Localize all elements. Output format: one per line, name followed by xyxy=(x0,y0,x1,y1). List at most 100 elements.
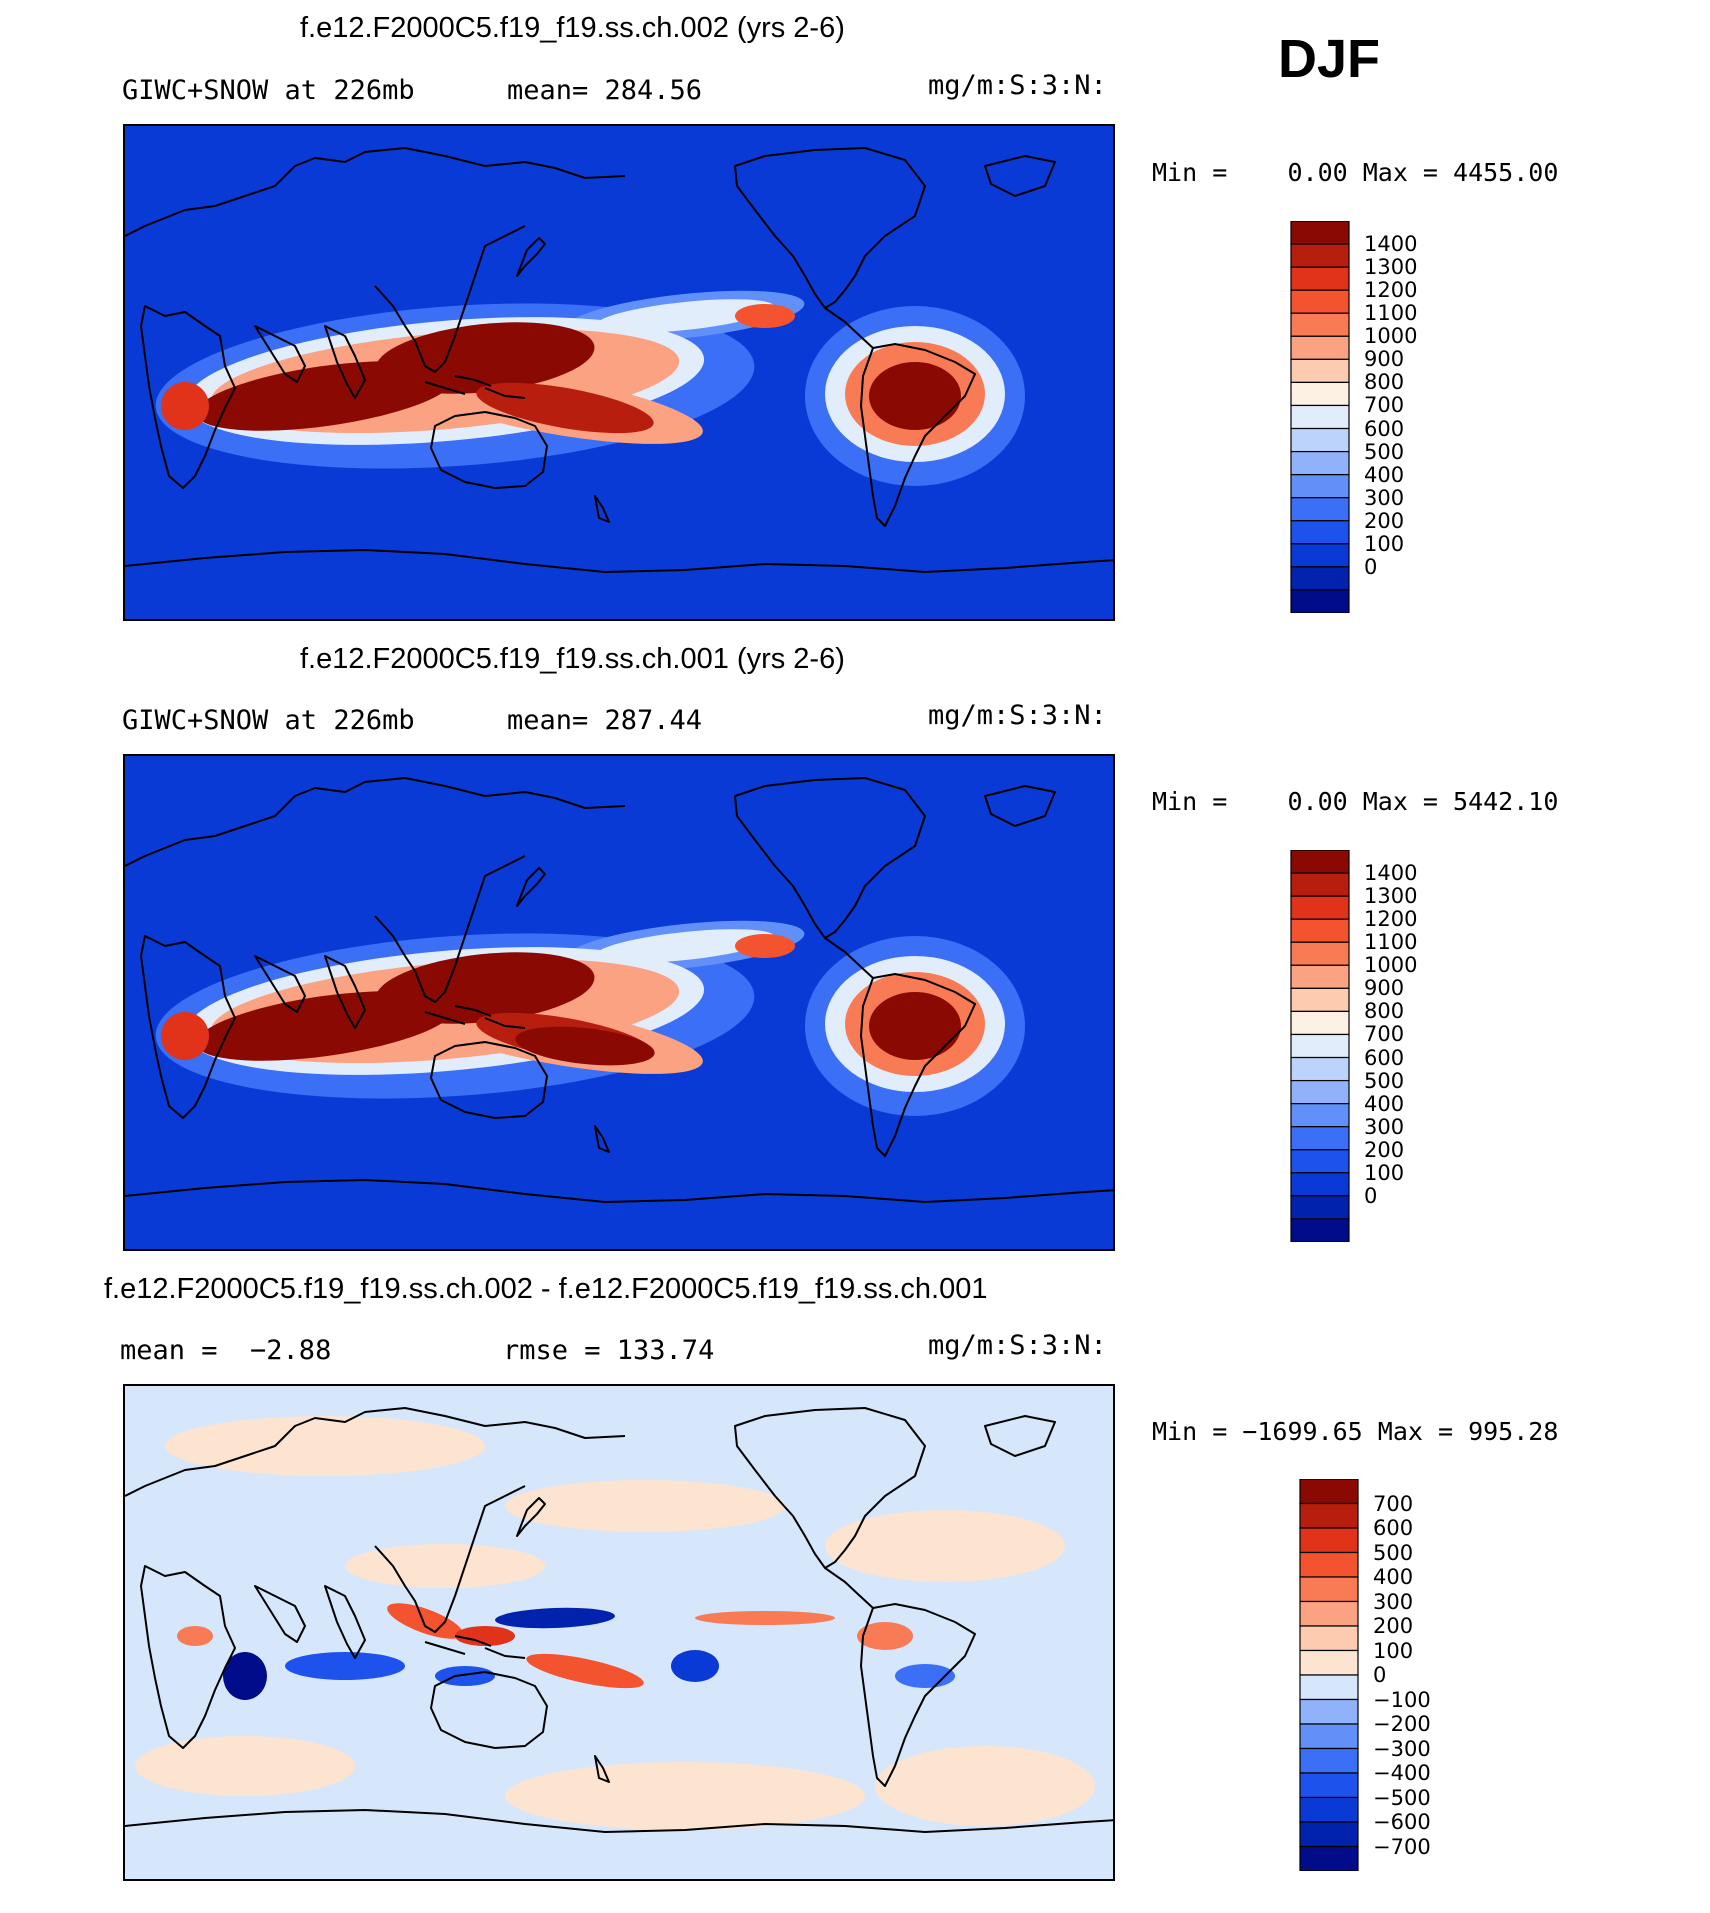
colorbar-swatch xyxy=(1290,1033,1350,1059)
field-contour xyxy=(735,934,795,958)
colorbar-swatch xyxy=(1290,427,1350,453)
colorbar-tick-label: 1200 xyxy=(1364,907,1418,932)
colorbar-swatch xyxy=(1290,1126,1350,1151)
colorbar-tick-label: 300 xyxy=(1373,1589,1414,1614)
field-contour xyxy=(161,382,209,430)
colorbar-tick-label: 300 xyxy=(1364,1114,1405,1139)
coastlines xyxy=(125,147,1113,573)
colorbar-swatch xyxy=(1290,1218,1350,1242)
colorbar-swatch xyxy=(1299,1747,1359,1774)
colorbar-swatch xyxy=(1290,1010,1350,1036)
colorbar-tick-label: 500 xyxy=(1364,439,1405,464)
colorbar-tick-label: 400 xyxy=(1364,462,1405,487)
colorbar-swatch xyxy=(1290,221,1350,245)
colorbar-swatch xyxy=(1290,987,1350,1013)
colorbar-tick-label: −500 xyxy=(1373,1785,1431,1810)
field-contour xyxy=(476,382,654,434)
colorbar-swatch xyxy=(1290,1103,1350,1128)
colorbar-swatch xyxy=(1299,1576,1359,1603)
panel3-map-svg xyxy=(125,1386,1113,1879)
field-contour xyxy=(375,322,595,394)
colorbar-tick-label: 700 xyxy=(1373,1491,1414,1516)
colorbar-tick-label: 1000 xyxy=(1364,953,1418,978)
colorbar-swatch xyxy=(1299,1600,1359,1627)
colorbar-swatch xyxy=(1290,450,1350,476)
panel3-title: f.e12.F2000C5.f19_f19.ss.ch.002 - f.e12.… xyxy=(104,1273,988,1305)
panel1-mean-label: mean= 284.56 xyxy=(507,75,703,106)
colorbar-tick-label: 1100 xyxy=(1364,301,1418,326)
field-contour xyxy=(526,1653,644,1689)
colorbar-tick-label: 900 xyxy=(1364,976,1405,1001)
colorbar-swatch xyxy=(1290,358,1350,384)
colorbar-tick-label: 600 xyxy=(1364,416,1405,441)
colorbar-swatch xyxy=(1299,1821,1359,1848)
colorbar-tick-label: −200 xyxy=(1373,1712,1431,1736)
field-contour xyxy=(345,1544,545,1588)
field-contour xyxy=(161,1012,209,1060)
panel1-variable-label: GIWC+SNOW at 226mb xyxy=(122,75,415,106)
colorbar-tick-label: 200 xyxy=(1364,1137,1405,1162)
colorbar-tick-label: 1100 xyxy=(1364,930,1418,955)
colorbar-tick-label: 200 xyxy=(1373,1614,1414,1638)
field-contour xyxy=(869,992,961,1060)
colorbar-tick-label: −600 xyxy=(1373,1810,1431,1834)
colorbar-swatch xyxy=(1290,404,1350,430)
colorbar-swatch xyxy=(1290,1172,1350,1197)
colorbar-swatch xyxy=(1299,1551,1359,1578)
colorbar-swatch xyxy=(1299,1527,1359,1554)
colorbar-tick-label: 800 xyxy=(1364,999,1405,1024)
colorbar-tick-label: 100 xyxy=(1364,1160,1405,1185)
colorbar-swatch xyxy=(1290,543,1350,568)
colorbar-swatch xyxy=(1290,964,1350,989)
coastlines xyxy=(125,1407,1113,1833)
colorbar-swatch xyxy=(1290,312,1350,337)
colorbar-swatch xyxy=(1299,1845,1359,1871)
colorbar-tick-label: 600 xyxy=(1373,1516,1414,1540)
colorbar-swatch xyxy=(1290,243,1350,268)
colorbar-swatch xyxy=(1299,1723,1359,1750)
panel2-map-svg xyxy=(125,756,1113,1249)
field-contour xyxy=(595,929,775,963)
field-contour xyxy=(857,1622,913,1650)
field-contour xyxy=(695,1611,835,1625)
colorbar-tick-label: 0 xyxy=(1364,554,1378,579)
field-contour xyxy=(735,304,795,328)
field-contour xyxy=(375,952,595,1024)
panel3-minmax-label: Min = −1699.65 Max = 995.28 xyxy=(1152,1417,1559,1446)
colorbar-tick-label: 400 xyxy=(1364,1091,1405,1116)
colorbar-tick-label: 300 xyxy=(1364,485,1405,510)
colorbar-swatch xyxy=(1290,497,1350,522)
colorbar-tick-label: 500 xyxy=(1373,1540,1414,1565)
colorbar-swatch xyxy=(1290,335,1350,360)
panel2-minmax-label: Min = 0.00 Max = 5442.10 xyxy=(1152,787,1559,816)
colorbar-swatch xyxy=(1299,1698,1359,1725)
panel2-map xyxy=(123,754,1115,1251)
field-contour xyxy=(869,362,961,430)
colorbar-swatch xyxy=(1299,1479,1359,1505)
colorbar-tick-label: 100 xyxy=(1373,1638,1414,1663)
colorbar-swatch xyxy=(1290,1079,1350,1105)
colorbar-swatch xyxy=(1290,381,1350,407)
panel1-map-svg xyxy=(125,126,1113,619)
colorbar-tick-label: −700 xyxy=(1373,1834,1431,1859)
field-contour xyxy=(435,1666,495,1686)
colorbar-tick-label: −400 xyxy=(1373,1761,1431,1785)
colorbar-tick-label: 700 xyxy=(1364,393,1405,418)
colorbar-swatch xyxy=(1290,941,1350,966)
colorbar-tick-label: 800 xyxy=(1364,370,1405,395)
season-label: DJF xyxy=(1278,29,1381,89)
colorbar-swatch xyxy=(1299,1625,1359,1652)
panel3-colorbar xyxy=(1299,1479,1359,1871)
colorbar-tick-label: 1200 xyxy=(1364,278,1418,303)
colorbar-swatch xyxy=(1290,850,1350,874)
field-contour xyxy=(387,1603,463,1639)
colorbar-tick-label: 0 xyxy=(1364,1183,1378,1208)
field-contour xyxy=(223,1652,267,1700)
field-contour xyxy=(825,1510,1065,1582)
colorbar-swatch xyxy=(1299,1502,1359,1529)
colorbar-swatch xyxy=(1299,1796,1359,1823)
colorbar-tick-label: −100 xyxy=(1373,1687,1431,1712)
colorbar-swatch xyxy=(1290,872,1350,897)
field-contour xyxy=(135,1736,355,1796)
colorbar-tick-label: −300 xyxy=(1373,1736,1431,1761)
